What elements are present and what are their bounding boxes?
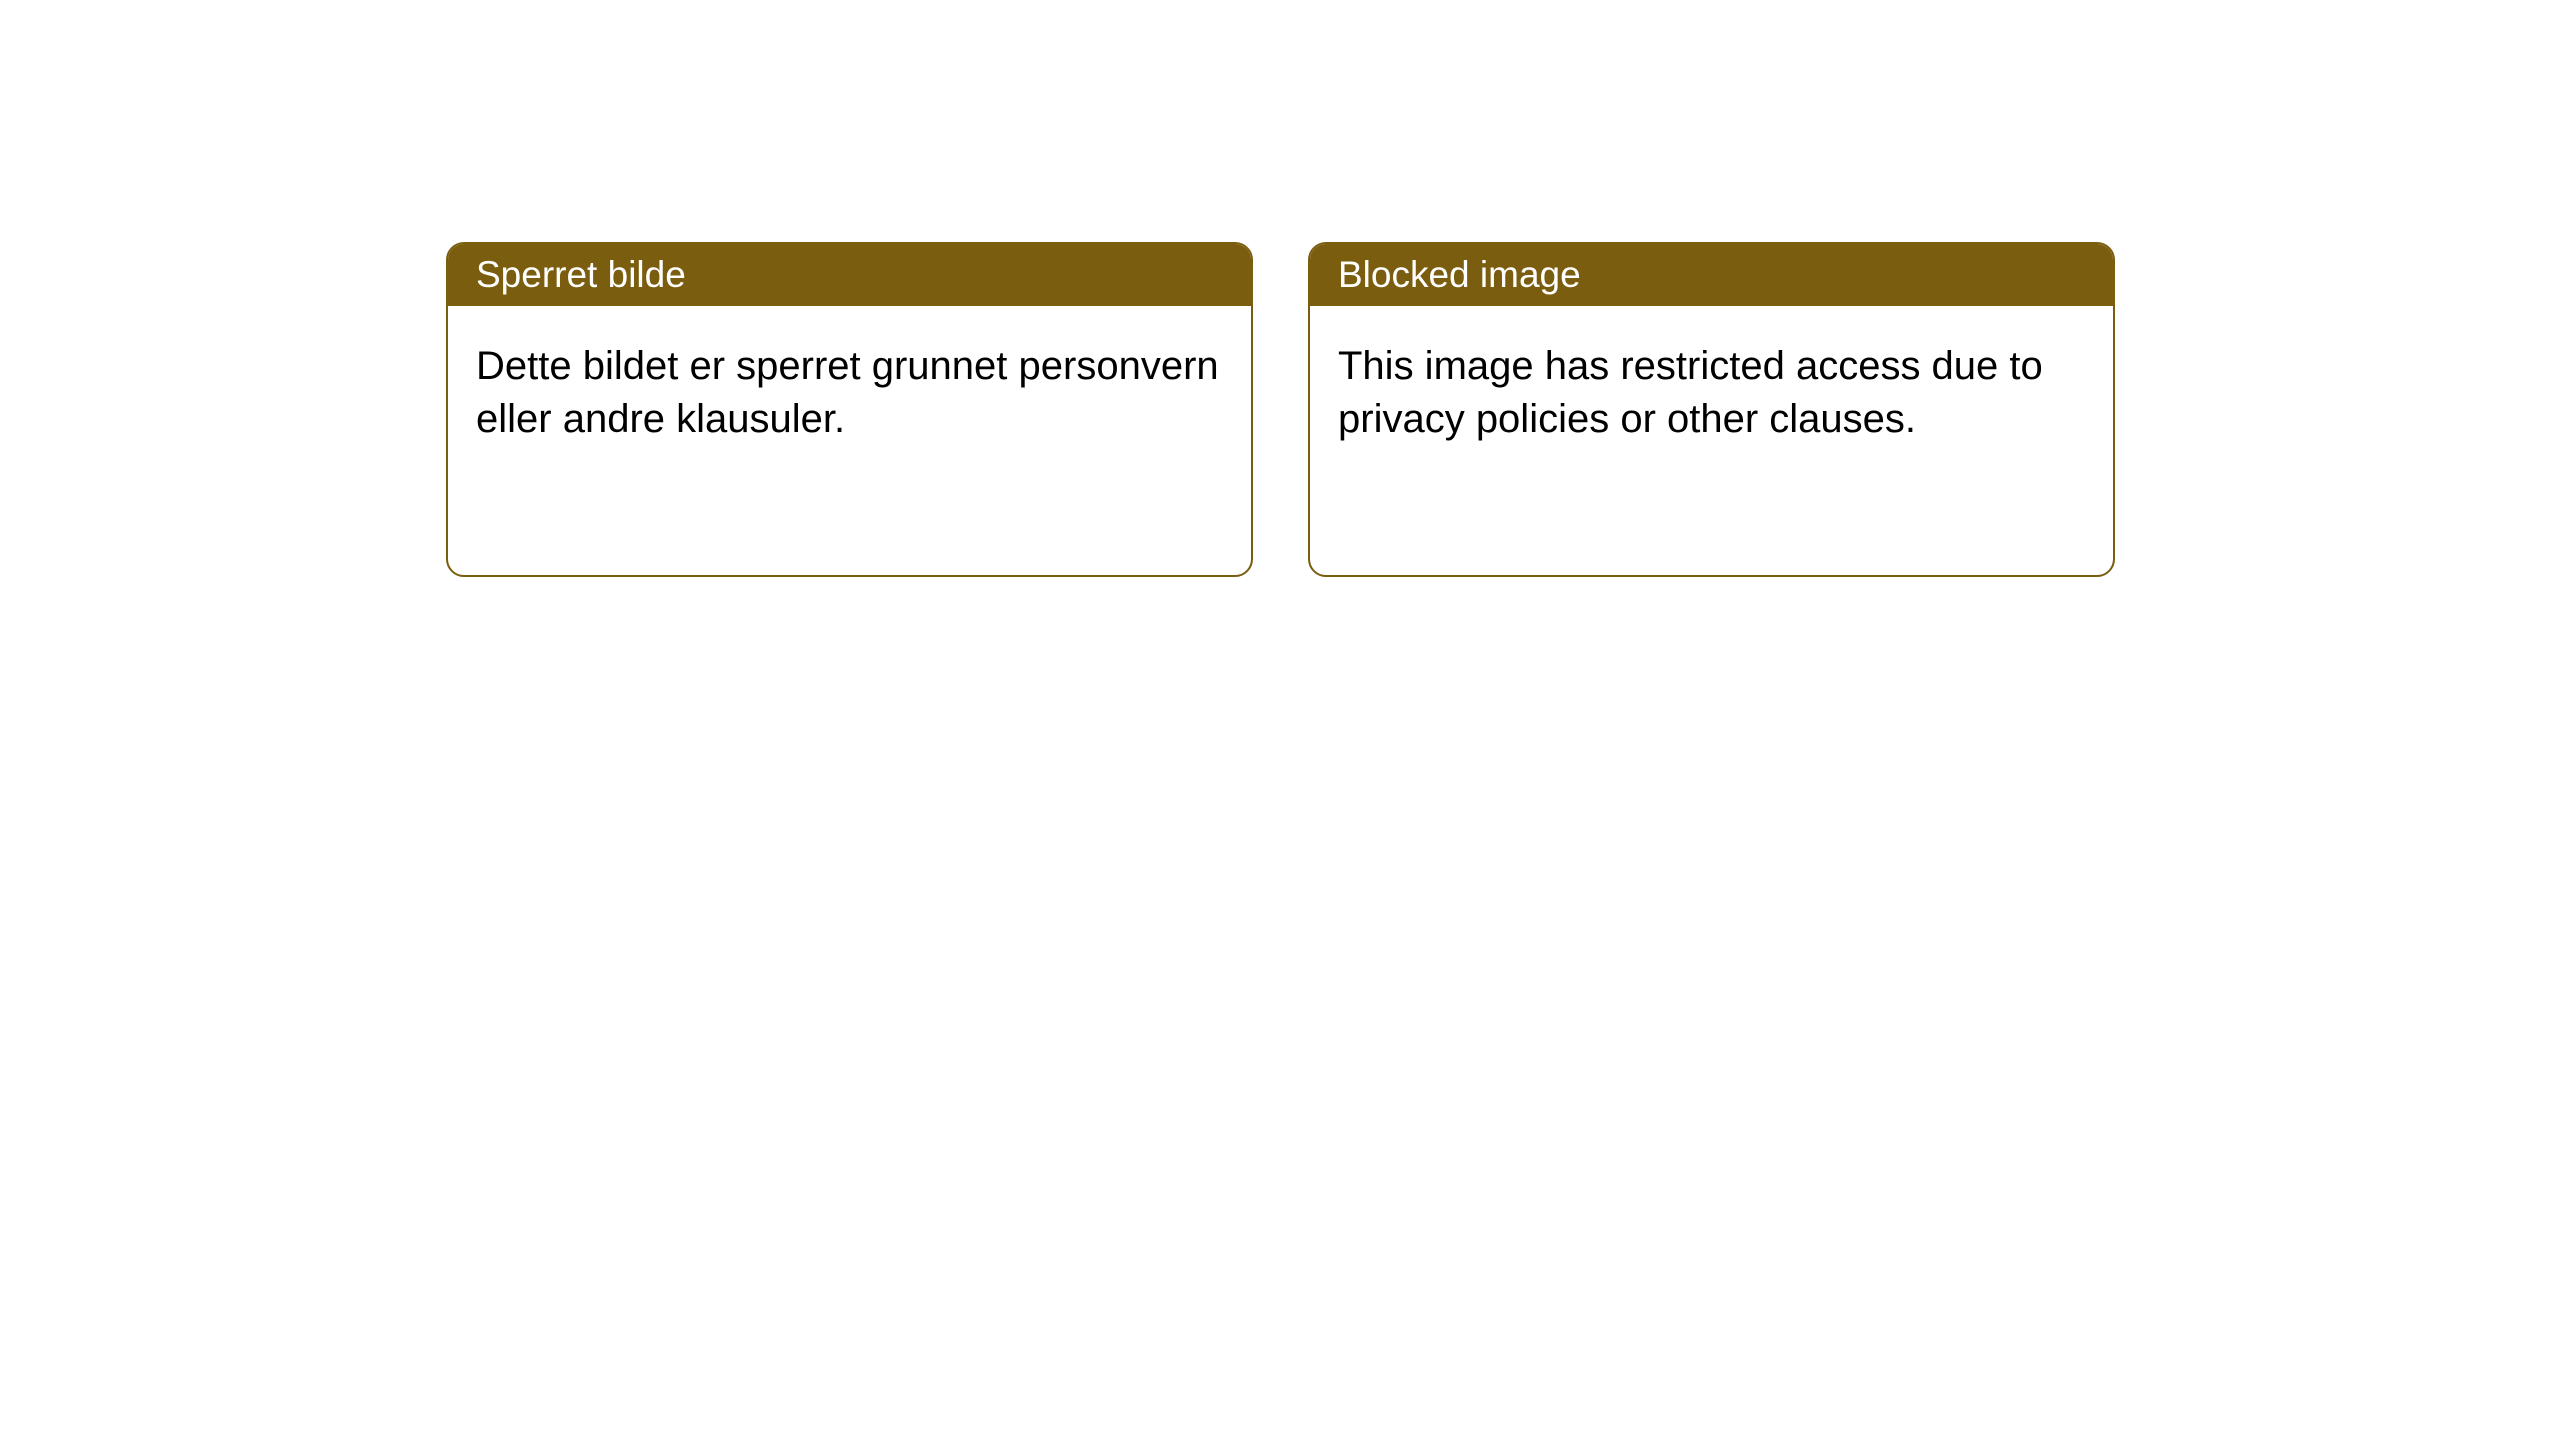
card-header: Blocked image [1310,244,2113,306]
card-body: This image has restricted access due to … [1310,306,2113,480]
card-body-text: This image has restricted access due to … [1338,344,2043,441]
card-header: Sperret bilde [448,244,1251,306]
card-title: Sperret bilde [476,254,686,295]
card-title: Blocked image [1338,254,1581,295]
card-body: Dette bildet er sperret grunnet personve… [448,306,1251,480]
notice-container: Sperret bilde Dette bildet er sperret gr… [0,0,2560,577]
card-body-text: Dette bildet er sperret grunnet personve… [476,344,1219,441]
notice-card-english: Blocked image This image has restricted … [1308,242,2115,577]
notice-card-norwegian: Sperret bilde Dette bildet er sperret gr… [446,242,1253,577]
